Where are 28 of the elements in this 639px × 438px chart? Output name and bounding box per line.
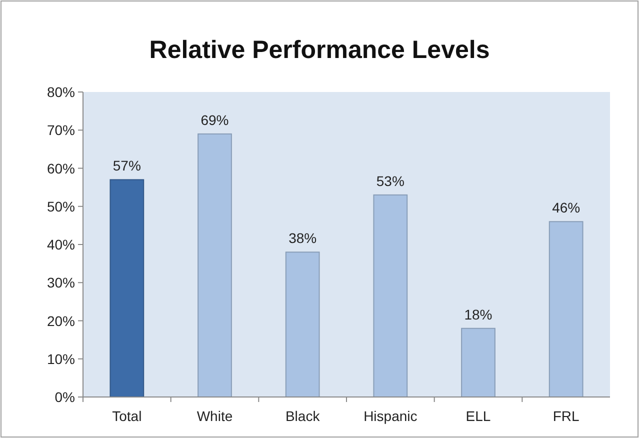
bar — [285, 252, 320, 398]
x-tick-label: Black — [285, 408, 321, 424]
data-label: 69% — [200, 112, 229, 128]
x-tick-label: ELL — [466, 408, 491, 424]
y-tick-label: 30% — [46, 274, 75, 291]
bar — [110, 179, 144, 398]
data-label: 46% — [552, 200, 580, 216]
data-label: 57% — [112, 158, 141, 174]
x-tick-label: Total — [112, 408, 142, 424]
y-tick-label: 40% — [46, 236, 75, 252]
y-tick-label: 10% — [46, 350, 75, 367]
y-tick-label: 20% — [46, 312, 75, 329]
y-tick-label: 60% — [46, 160, 75, 176]
bar — [373, 194, 408, 398]
y-tick-label: 80% — [46, 84, 75, 100]
data-label: 18% — [464, 306, 492, 322]
y-tick-label: 70% — [46, 122, 75, 138]
y-tick-label: 0% — [54, 389, 75, 405]
chart-title: Relative Performance Levels — [149, 36, 490, 64]
x-tick-label: FRL — [552, 408, 580, 424]
y-tick-label: 50% — [46, 198, 75, 214]
data-label: 38% — [288, 230, 317, 246]
bar — [461, 328, 496, 398]
x-tick-label: White — [196, 408, 233, 424]
bar — [198, 133, 232, 398]
data-label: 53% — [376, 172, 404, 189]
x-tick-label: Hispanic — [364, 408, 418, 424]
bar — [548, 221, 584, 398]
